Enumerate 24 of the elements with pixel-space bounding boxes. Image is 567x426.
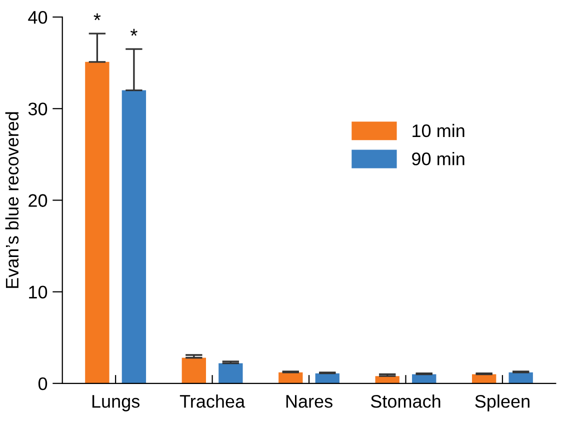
- annotation: *: [94, 13, 101, 20]
- bar: [182, 358, 206, 384]
- x-tick-label: Lungs: [92, 395, 140, 412]
- legend-label: 10 min: [412, 124, 464, 138]
- y-tick-label: 20: [28, 194, 48, 207]
- bar: [315, 373, 340, 384]
- x-tick-label: Stomach: [370, 394, 440, 408]
- x-tick-label: Spleen: [475, 394, 530, 412]
- bar: [85, 62, 110, 384]
- x-tick-label: Trachea: [180, 394, 246, 408]
- y-tick-label: 10: [29, 286, 48, 299]
- x-tick-label: Nares: [286, 395, 332, 408]
- bar: [278, 372, 303, 384]
- bar: [218, 363, 243, 384]
- bar: [508, 372, 533, 384]
- bar: [472, 374, 496, 384]
- bar: [122, 90, 146, 384]
- annotation: *: [130, 28, 138, 36]
- legend-label: 90 min: [412, 152, 464, 166]
- y-axis-title: Evan’s blue recovered: [5, 112, 19, 288]
- y-tick-label: 0: [38, 377, 48, 390]
- y-tick-label: 30: [28, 102, 48, 116]
- bar: [412, 374, 436, 384]
- y-tick-label: 40: [28, 10, 48, 24]
